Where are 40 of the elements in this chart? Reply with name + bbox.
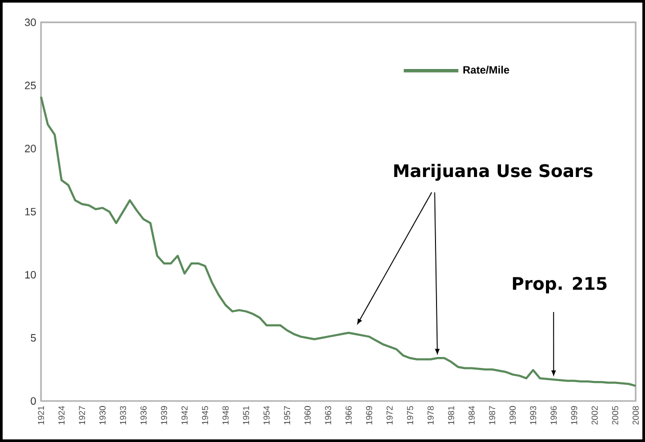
y-tick-label: 15 — [25, 208, 36, 216]
annotation: Marijuana Use Soars — [394, 164, 592, 181]
x-tick-label: 1999 — [571, 406, 578, 424]
y-tick-label: 5 — [30, 334, 36, 342]
x-tick-label: 1927 — [78, 406, 86, 424]
x-tick-label: 1984 — [468, 406, 475, 424]
x-tick-label: 1936 — [140, 406, 147, 424]
x-tick-label: 1933 — [120, 406, 126, 424]
annotation: Prop. 215 — [512, 276, 607, 294]
y-tick-label: 25 — [24, 82, 36, 90]
y-tick-label: 0 — [30, 397, 36, 405]
x-tick-label: 1957 — [284, 406, 290, 424]
x-tick-label: 2002 — [592, 406, 598, 425]
x-tick-label: 1996 — [550, 406, 557, 424]
x-tick-label: 1960 — [304, 406, 311, 424]
x-tick-label: 1954 — [264, 406, 270, 424]
x-tick-label: 1972 — [386, 406, 393, 424]
y-tick-label: 20 — [24, 144, 36, 152]
text: Rate/Mile — [463, 66, 510, 74]
x-tick-label: 1993 — [530, 406, 536, 424]
x-tick-label: 2005 — [612, 406, 618, 425]
x-tick-label: 1921 — [38, 406, 44, 424]
x-tick-label: 1969 — [366, 406, 372, 424]
x-tick-label: 1951 — [242, 406, 250, 424]
x-tick-label: 1981 — [448, 406, 454, 424]
y-tick-label: 30 — [24, 18, 36, 26]
y-tick-label: 10 — [25, 271, 36, 279]
x-tick-label: 1942 — [181, 406, 188, 424]
x-tick-label: 1987 — [489, 406, 496, 424]
x-tick-label: 1930 — [99, 406, 106, 424]
x-tick-label: 1990 — [510, 406, 516, 424]
x-tick-label: 1975 — [407, 406, 414, 424]
x-tick-label: 1963 — [325, 406, 332, 424]
x-tick-label: 1939 — [160, 406, 168, 424]
x-tick-label: 1924 — [58, 406, 65, 424]
x-tick-label: 1945 — [202, 406, 208, 424]
x-tick-label: 1948 — [222, 406, 229, 424]
x-tick-label: 2008 — [632, 406, 639, 425]
x-tick-label: 1978 — [428, 406, 434, 424]
x-tick-label: 1966 — [346, 406, 352, 424]
